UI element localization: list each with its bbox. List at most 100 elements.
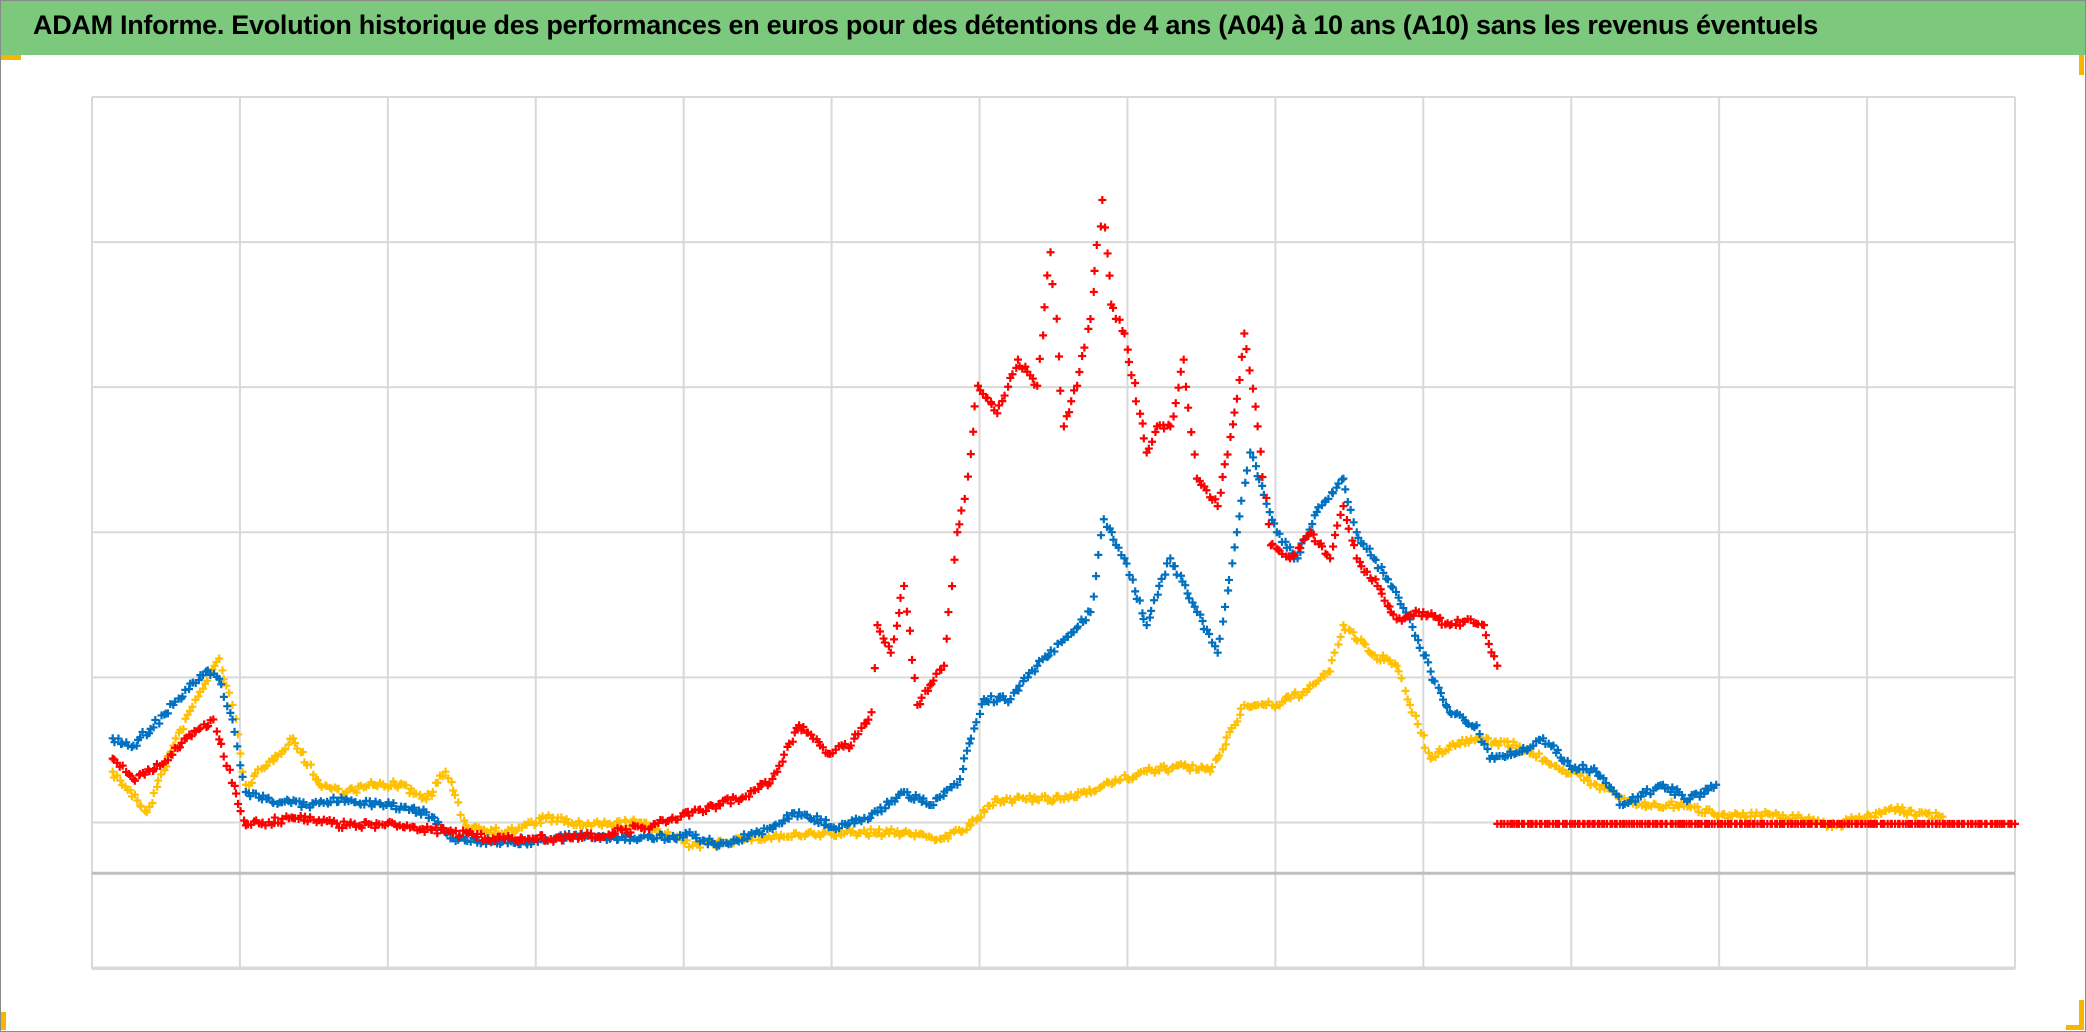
resize-handle-top-right[interactable] <box>2079 55 2084 75</box>
series-0-marker-interp <box>116 776 125 785</box>
series-0-marker <box>542 814 551 823</box>
series-2-marker-interp <box>998 397 1007 406</box>
series-2-marker-interp <box>840 739 849 748</box>
chart-title: ADAM Informe. Evolution historique des p… <box>33 10 1818 40</box>
series-2-marker-interp <box>1242 345 1251 354</box>
series-0-marker-interp <box>306 760 315 769</box>
series-1-marker <box>262 795 271 804</box>
series-0-marker <box>1778 811 1787 820</box>
series-2-marker <box>1107 300 1116 309</box>
series-1-marker-interp <box>1602 778 1611 787</box>
series-2-marker <box>768 774 777 783</box>
series-1-marker-interp <box>1188 598 1197 607</box>
series-1-marker-interp <box>738 836 747 845</box>
series-0-marker-interp <box>1082 789 1091 798</box>
series-2-marker-interp <box>1028 374 1037 383</box>
series-2-marker-interp <box>1490 652 1499 661</box>
series-0-marker-interp <box>1025 791 1034 800</box>
series-2-marker-interp <box>1230 408 1239 417</box>
series-1-marker <box>1339 474 1348 483</box>
series-2-marker-interp <box>196 724 205 733</box>
series-2-marker-interp <box>1131 397 1140 406</box>
series-2-marker <box>913 700 922 709</box>
series-2-marker-interp <box>948 582 957 591</box>
series-2-marker <box>1479 621 1488 630</box>
series-1-marker-interp <box>226 708 235 717</box>
series-0-marker <box>1059 795 1068 804</box>
series-1-marker-interp <box>1044 651 1053 660</box>
series-0-marker <box>395 780 404 789</box>
series-2-marker-interp <box>775 761 784 770</box>
series-0-marker-interp <box>864 831 873 840</box>
series-2-marker-interp <box>1174 383 1183 392</box>
resize-handle-bottom-left[interactable] <box>1 1012 6 1030</box>
series-2-marker-interp <box>1078 352 1087 361</box>
series-2-marker-interp <box>854 730 863 739</box>
series-2-marker <box>1392 615 1401 624</box>
series-0-marker-interp <box>447 778 456 787</box>
resize-handle-bottom-right[interactable] <box>2066 1025 2084 1030</box>
series-2-marker-interp <box>879 634 888 643</box>
series-2-marker-interp <box>1190 450 1199 459</box>
series-2-marker <box>1098 196 1107 205</box>
series-1-marker-interp <box>138 727 147 736</box>
series-1-marker-interp <box>1161 570 1170 579</box>
series-2-marker <box>568 834 577 843</box>
series-0-marker <box>1426 754 1435 763</box>
series-1-marker <box>1120 554 1129 563</box>
series-2-marker <box>1213 502 1222 511</box>
series-2-marker <box>528 834 537 843</box>
series-0-marker-interp <box>236 749 245 758</box>
series-2-marker-interp <box>1184 403 1193 412</box>
series-2-marker-interp <box>970 402 979 411</box>
series-2-marker-interp <box>1329 542 1338 551</box>
series-2-marker-interp <box>549 837 558 846</box>
series-2-marker-interp <box>1101 223 1110 232</box>
series-0-marker-interp <box>133 796 142 805</box>
series-2-marker <box>1339 502 1348 511</box>
series-2-marker-interp <box>477 829 486 838</box>
series-1-marker <box>688 831 697 840</box>
series-1-marker-interp <box>1414 636 1423 645</box>
series-0-marker-interp <box>1419 731 1428 740</box>
series-2-marker <box>1232 394 1241 403</box>
series-1-marker-interp <box>1642 785 1651 794</box>
series-2-marker <box>873 621 882 630</box>
series-0-marker <box>215 654 224 663</box>
series-2-marker-interp <box>880 638 889 647</box>
series-0-marker-interp <box>1667 797 1676 806</box>
series-2-marker <box>1046 248 1055 257</box>
series-1-marker-interp <box>1155 581 1164 590</box>
series-0-marker-interp <box>1378 651 1387 660</box>
series-0-marker-interp <box>621 817 630 826</box>
series-1-marker-interp <box>1139 615 1148 624</box>
series-0-marker-interp <box>1411 711 1420 720</box>
series-0-marker-interp <box>1420 743 1429 752</box>
series-2-marker-interp <box>987 400 996 409</box>
series-2-marker-interp <box>892 621 901 630</box>
series-0-marker-interp <box>222 681 231 690</box>
series-1-marker-interp <box>417 810 426 819</box>
series-1-marker-interp <box>1125 570 1134 579</box>
series-2-marker-interp <box>175 743 184 752</box>
series-2-marker <box>1153 422 1162 431</box>
resize-handle-top-left[interactable] <box>1 55 21 60</box>
series-1-marker <box>1539 734 1548 743</box>
series-1-marker-interp <box>1430 677 1439 686</box>
series-1-marker-interp <box>1073 622 1082 631</box>
series-2-marker-interp <box>908 655 917 664</box>
resize-handle-bottom-right-v[interactable] <box>2079 1000 2084 1030</box>
series-2-marker-interp <box>723 794 732 803</box>
series-1-marker <box>169 700 178 709</box>
series-0-marker-interp <box>1898 803 1907 812</box>
series-2-marker <box>1014 355 1022 364</box>
series-0-marker-interp <box>1212 755 1221 764</box>
series-2-marker-interp <box>799 722 808 731</box>
series-1-marker-interp <box>1224 586 1233 595</box>
series-2-marker-interp <box>1067 397 1076 406</box>
series-2-marker <box>867 708 876 717</box>
series-0-marker-interp <box>1494 741 1503 750</box>
series-1-marker-interp <box>1177 571 1186 580</box>
series-2-marker-interp <box>1090 266 1099 275</box>
series-0-marker <box>1206 767 1215 776</box>
